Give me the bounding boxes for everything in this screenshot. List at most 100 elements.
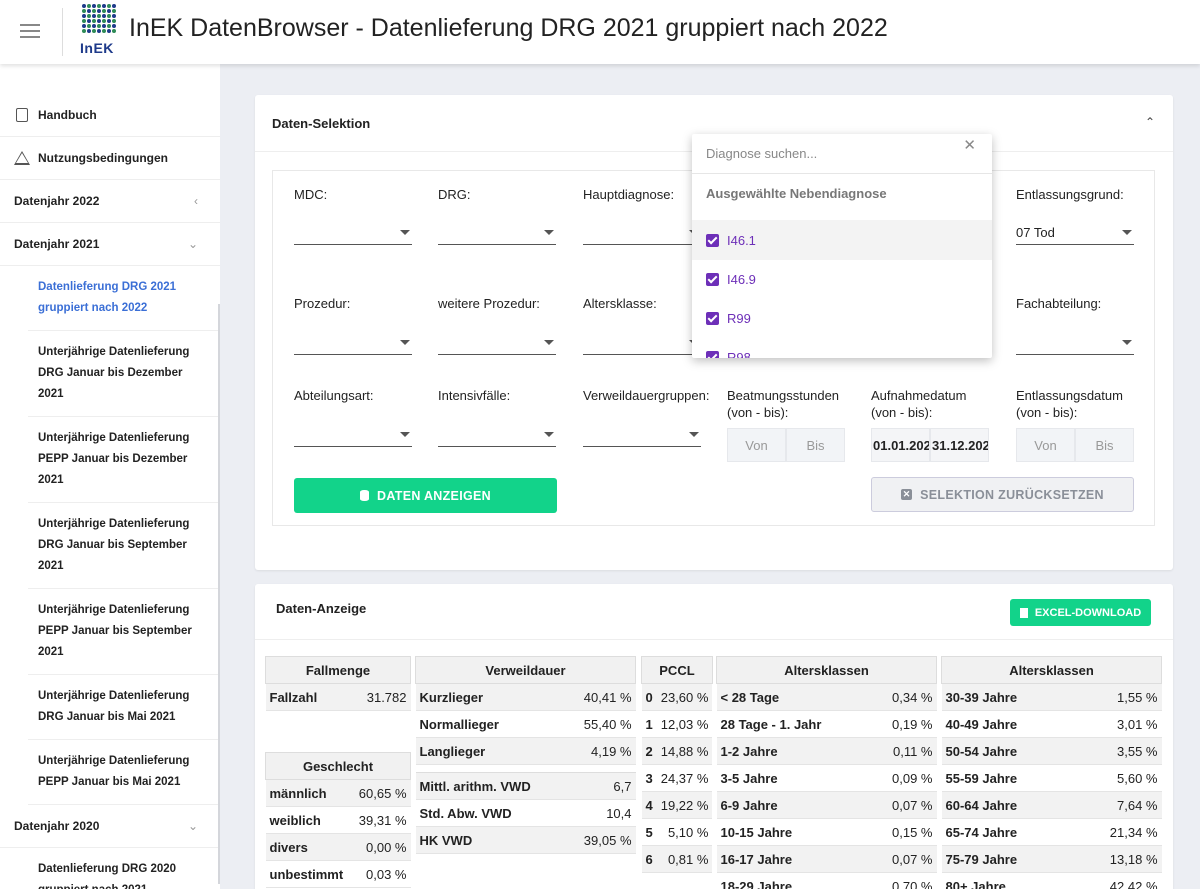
chevron-up-icon[interactable]: ⌃ bbox=[1144, 115, 1155, 129]
chevron-down-icon bbox=[544, 432, 554, 437]
aufnahmedatum-label: Aufnahmedatum (von - bis): bbox=[871, 388, 967, 420]
intensivfaelle-label: Intensivfälle: bbox=[438, 388, 511, 403]
sidebar-item-pepp-jan-dez-2021[interactable]: Unterjährige Datenlieferung PEPP Januar … bbox=[28, 417, 220, 503]
table-header: Altersklassen bbox=[941, 656, 1162, 684]
dropdown-section-header: Ausgewählte Nebendiagnose bbox=[706, 186, 887, 201]
excel-download-button[interactable]: EXCEL-DOWNLOAD bbox=[1010, 599, 1151, 626]
chevron-down-icon bbox=[689, 432, 699, 437]
entlassungsdatum-range: Von Bis bbox=[1016, 428, 1134, 462]
chevron-down-icon bbox=[400, 432, 410, 437]
aufnahme-bis-input[interactable]: 31.12.2021 bbox=[930, 428, 989, 462]
beatmung-bis-input[interactable]: Bis bbox=[786, 428, 845, 462]
checkbox-checked-icon[interactable] bbox=[706, 350, 719, 358]
table-row: 18-29 Jahre 0,70 % bbox=[716, 872, 937, 889]
sidebar-scrollbar[interactable] bbox=[218, 304, 220, 884]
table-row: 40-49 Jahre 3,01 % bbox=[941, 710, 1162, 738]
sidebar-year-2022[interactable]: Datenjahr 2022 ‹ bbox=[0, 180, 220, 223]
altersklasse-label: Altersklasse: bbox=[583, 296, 657, 311]
sidebar-year-2020[interactable]: Datenjahr 2020 ⌄ bbox=[0, 805, 220, 848]
table-row: 55-59 Jahre 5,60 % bbox=[941, 764, 1162, 792]
table-row: weiblich 39,31 % bbox=[265, 806, 411, 834]
diagnose-search-input[interactable]: Diagnose suchen... ✕ bbox=[692, 134, 992, 174]
fachabteilung-select[interactable] bbox=[1016, 333, 1134, 355]
sidebar-item-nutzungsbedingungen[interactable]: Nutzungsbedingungen bbox=[0, 137, 220, 180]
table-row: 1 12,03 % bbox=[641, 710, 713, 738]
chevron-down-icon: ⌄ bbox=[187, 819, 198, 833]
beatmung-von-input[interactable]: Von bbox=[727, 428, 786, 462]
reset-selection-label: SELEKTION ZURÜCKSETZEN bbox=[920, 487, 1104, 502]
weitere-prozedur-select[interactable] bbox=[438, 333, 556, 355]
checkbox-checked-icon[interactable] bbox=[706, 311, 719, 325]
table-row: 1-2 Jahre 0,11 % bbox=[716, 737, 937, 765]
table-row: 16-17 Jahre 0,07 % bbox=[716, 845, 937, 873]
chevron-down-icon bbox=[400, 230, 410, 235]
table-row: Langlieger 4,19 % bbox=[415, 737, 636, 765]
altersklasse-select[interactable] bbox=[583, 333, 701, 355]
table-row: 30-39 Jahre 1,55 % bbox=[941, 683, 1162, 711]
sidebar-item-pepp-jan-sep-2021[interactable]: Unterjährige Datenlieferung PEPP Januar … bbox=[28, 589, 220, 675]
prozedur-select[interactable] bbox=[294, 333, 412, 355]
show-data-button[interactable]: DATEN ANZEIGEN bbox=[294, 478, 557, 513]
menu-icon[interactable] bbox=[20, 24, 40, 38]
close-box-icon: ✕ bbox=[901, 489, 913, 500]
fallmenge-table: Fallmenge Fallzahl 31.782 bbox=[265, 656, 411, 711]
table-row: 6-9 Jahre 0,07 % bbox=[716, 791, 937, 819]
dropdown-option-i46-9[interactable]: I46.9 bbox=[692, 259, 992, 299]
table-row: 4 19,22 % bbox=[641, 791, 713, 819]
table-header: Verweildauer bbox=[415, 656, 636, 684]
table-row: Kurzlieger 40,41 % bbox=[415, 683, 636, 711]
table-row: 0 23,60 % bbox=[641, 683, 713, 711]
sidebar: Handbuch Nutzungsbedingungen Datenjahr 2… bbox=[0, 64, 220, 889]
table-row: Mittl. arithm. VWD 6,7 bbox=[415, 772, 636, 800]
entlassung-von-input[interactable]: Von bbox=[1016, 428, 1075, 462]
table-row: 5 5,10 % bbox=[641, 818, 713, 846]
chevron-down-icon bbox=[400, 340, 410, 345]
table-row: 3-5 Jahre 0,09 % bbox=[716, 764, 937, 792]
drg-select[interactable] bbox=[438, 223, 556, 245]
intensivfaelle-select[interactable] bbox=[438, 425, 556, 447]
abteilungsart-select[interactable] bbox=[294, 425, 412, 447]
verweildauergruppen-select[interactable] bbox=[583, 425, 701, 447]
page-title: InEK DatenBrowser - Datenlieferung DRG 2… bbox=[129, 14, 888, 42]
aufnahme-von-input[interactable]: 01.01.2021 bbox=[871, 428, 930, 462]
checkbox-checked-icon[interactable] bbox=[706, 233, 719, 247]
dropdown-option-r98[interactable]: R98 bbox=[692, 337, 992, 358]
table-row: unbestimmt 0,03 % bbox=[265, 860, 411, 888]
sidebar-item-drg-2021-2022[interactable]: Datenlieferung DRG 2021 gruppiert nach 2… bbox=[28, 266, 220, 331]
drg-label: DRG: bbox=[438, 187, 471, 202]
sidebar-item-pepp-jan-mai-2021[interactable]: Unterjährige Datenlieferung PEPP Januar … bbox=[28, 740, 220, 805]
inek-logo: InEK bbox=[80, 4, 118, 56]
dropdown-option-i46-1[interactable]: I46.1 bbox=[692, 220, 992, 260]
search-placeholder: Diagnose suchen... bbox=[706, 146, 818, 161]
abteilungsart-label: Abteilungsart: bbox=[294, 388, 374, 403]
sidebar-item-drg-jan-dez-2021[interactable]: Unterjährige Datenlieferung DRG Januar b… bbox=[28, 331, 220, 417]
table-header: PCCL bbox=[641, 656, 713, 684]
close-icon[interactable]: ✕ bbox=[963, 137, 976, 154]
chevron-left-icon: ‹ bbox=[194, 194, 198, 208]
sidebar-year-2021[interactable]: Datenjahr 2021 ⌄ bbox=[0, 223, 220, 266]
entlassungsgrund-select[interactable]: 07 Tod bbox=[1016, 223, 1134, 245]
chevron-down-icon bbox=[1122, 230, 1132, 235]
option-label: I46.9 bbox=[727, 271, 756, 287]
checkbox-checked-icon[interactable] bbox=[706, 272, 719, 286]
sidebar-year-label: Datenjahr 2021 bbox=[14, 237, 100, 251]
table-row: 65-74 Jahre 21,34 % bbox=[941, 818, 1162, 846]
reset-selection-button[interactable]: ✕ SELEKTION ZURÜCKSETZEN bbox=[871, 477, 1134, 512]
entlassung-bis-input[interactable]: Bis bbox=[1075, 428, 1134, 462]
sidebar-item-drg-jan-sep-2021[interactable]: Unterjährige Datenlieferung DRG Januar b… bbox=[28, 503, 220, 589]
table-row: 2 14,88 % bbox=[641, 737, 713, 765]
hauptdiagnose-select[interactable] bbox=[583, 223, 701, 245]
dropdown-option-r99[interactable]: R99 bbox=[692, 298, 992, 338]
file-icon bbox=[1019, 607, 1028, 618]
book-icon bbox=[14, 107, 30, 123]
sidebar-item-drg-jan-mai-2021[interactable]: Unterjährige Datenlieferung DRG Januar b… bbox=[28, 675, 220, 740]
data-display-card: Daten-Anzeige EXCEL-DOWNLOAD Fallmenge F… bbox=[255, 584, 1173, 889]
table-cell: Fallzahl bbox=[265, 683, 344, 711]
table-row: divers 0,00 % bbox=[265, 833, 411, 861]
sidebar-item-handbuch[interactable]: Handbuch bbox=[0, 94, 220, 137]
mdc-select[interactable] bbox=[294, 223, 412, 245]
sidebar-item-drg-2020-2021[interactable]: Datenlieferung DRG 2020 gruppiert nach 2… bbox=[28, 848, 220, 889]
table-row: männlich 60,65 % bbox=[265, 779, 411, 807]
selection-title: Daten-Selektion bbox=[272, 116, 371, 131]
table-row: 6 0,81 % bbox=[641, 845, 713, 873]
